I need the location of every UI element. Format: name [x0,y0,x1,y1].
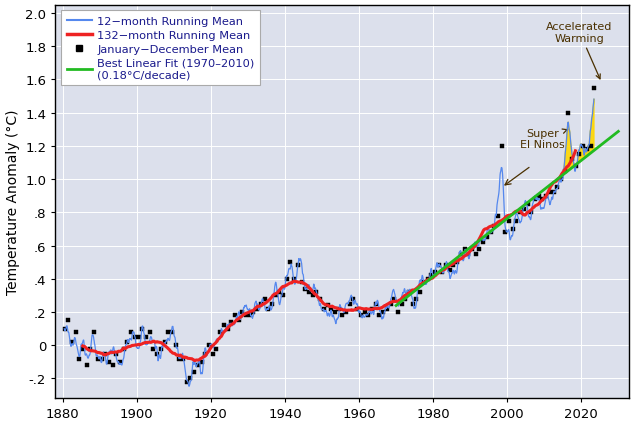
Text: Accelerated
Warming: Accelerated Warming [546,22,613,80]
Y-axis label: Temperature Anomaly (°C): Temperature Anomaly (°C) [6,109,20,294]
Text: Super
El Ninos: Super El Ninos [520,128,568,150]
Legend: 12−month Running Mean, 132−month Running Mean, January−December Mean, Best Linea: 12−month Running Mean, 132−month Running… [61,11,260,86]
